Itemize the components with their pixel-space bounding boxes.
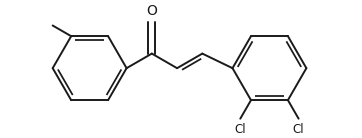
Text: Cl: Cl — [293, 123, 304, 136]
Text: Cl: Cl — [235, 123, 246, 136]
Text: O: O — [146, 4, 157, 18]
